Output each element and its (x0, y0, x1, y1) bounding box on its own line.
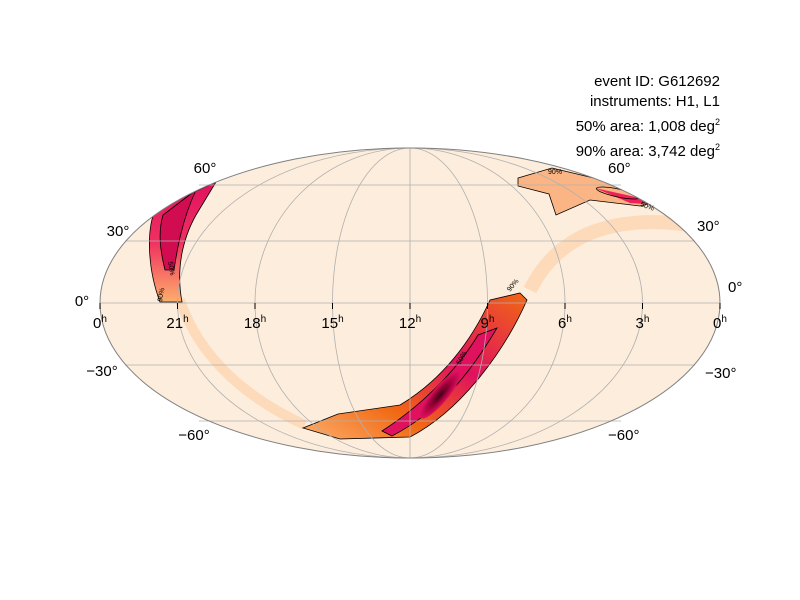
ra-tick-label: 18h (244, 314, 266, 332)
ra-tick-label: 0h (93, 314, 107, 332)
ra-tick-label: 0h (713, 314, 727, 332)
dec-label-left: 0° (75, 293, 89, 310)
event-info: event ID: G612692 instruments: H1, L1 50… (576, 72, 720, 162)
dec-label-right: 60° (608, 160, 631, 177)
event-id: event ID: G612692 (594, 73, 720, 90)
contour-label-90: 90% (548, 169, 562, 176)
dec-label-left: 60° (194, 160, 217, 177)
dec-label-left: 30° (107, 223, 130, 240)
ra-tick-label: 6h (558, 314, 572, 332)
contour-90-north-west (149, 181, 218, 303)
contour-label-90: 90% (157, 287, 166, 302)
ra-tick-label: 15h (321, 314, 343, 332)
dec-label-right: 30° (697, 218, 720, 235)
ra-tick-label: 3h (636, 314, 650, 332)
contour-50-north-west (159, 189, 197, 271)
instruments: instruments: H1, L1 (589, 93, 720, 110)
dec-label-right: −60° (608, 427, 639, 444)
dec-label-right: 0° (728, 279, 742, 296)
area-50: 50% area: 1,008 deg2 (575, 117, 720, 135)
dec-label-left: −30° (86, 363, 117, 380)
ra-tick-label: 12h (399, 314, 421, 332)
dec-label-left: −60° (178, 427, 209, 444)
contour-label-50: 50% (166, 261, 175, 276)
ra-tick-label: 21h (166, 314, 188, 332)
contour-label-50: 50% (639, 201, 655, 212)
area-90: 90% area: 3,742 deg2 (575, 142, 720, 160)
contour-50-south (381, 327, 498, 437)
ra-tick-label: 9h (481, 314, 495, 332)
dec-label-right: −30° (705, 365, 736, 382)
